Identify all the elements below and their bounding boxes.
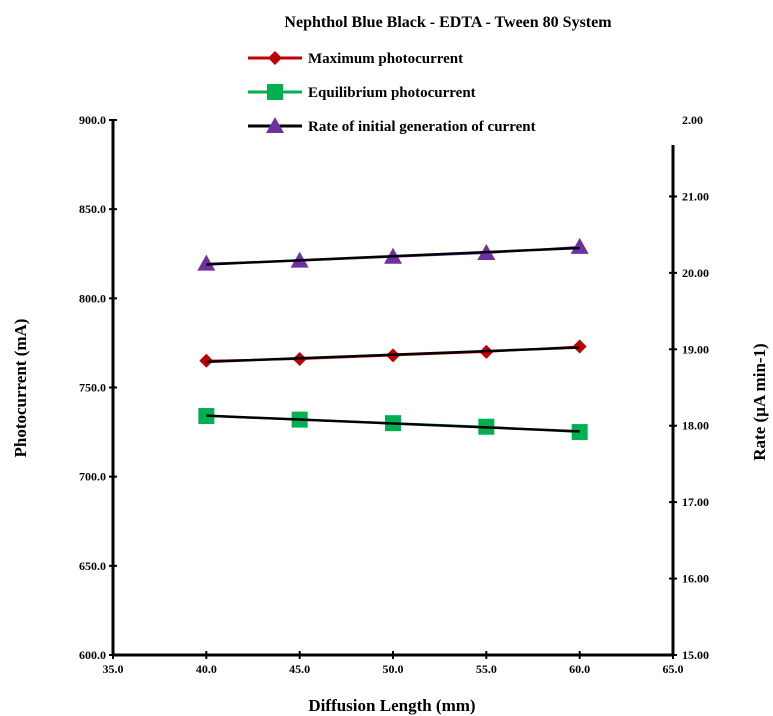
y-tick-label: 650.0 (79, 559, 106, 573)
y2-tick-label: 18.00 (682, 419, 709, 433)
x-axis-label: Diffusion Length (mm) (308, 696, 475, 715)
y-tick-label: 700.0 (79, 470, 106, 484)
trendline (206, 246, 580, 266)
x-tick-label: 55.0 (476, 662, 497, 676)
axes (111, 120, 675, 657)
y-tick-label: 600.0 (79, 648, 106, 662)
series-3 (197, 237, 589, 271)
x-tick-label: 65.0 (663, 662, 684, 676)
y-tick-label: 750.0 (79, 381, 106, 395)
chart-title: Nephthol Blue Black - EDTA - Tween 80 Sy… (284, 14, 612, 31)
x-tick-label: 60.0 (569, 662, 590, 676)
data-point (197, 254, 216, 271)
y2-axis-label: Rate (µA min-1) (750, 343, 769, 460)
series-1 (199, 339, 587, 368)
y-tick-label: 800.0 (79, 291, 106, 305)
x-tick-label: 40.0 (196, 662, 217, 676)
legend-marker (266, 117, 284, 133)
series-2 (198, 408, 588, 441)
legend-label: Equilibrium photocurrent (308, 85, 476, 101)
x-tick-label: 35.0 (103, 662, 124, 676)
y2-tick-label: 20.00 (682, 266, 709, 280)
data-point (571, 424, 588, 441)
legend-label: Maximum photocurrent (308, 51, 463, 67)
y2-tick-label: 21.00 (682, 189, 709, 203)
trendline (206, 346, 580, 364)
x-tick-label: 50.0 (383, 662, 404, 676)
legend-marker (267, 84, 283, 100)
legend: Maximum photocurrent Equilibrium photocur… (248, 51, 536, 135)
y-axis-label: Photocurrent (mA) (11, 319, 30, 458)
trendline (206, 414, 580, 433)
ticks: 600.0 650.0 700.0 750.0 800.0 850.0 900.0 15.00… (79, 113, 709, 676)
legend-label: Rate of initial generation of current (308, 119, 536, 135)
y2-tick-label: 17.00 (682, 495, 709, 509)
plot-area (197, 237, 589, 441)
legend-marker (268, 51, 282, 65)
data-point (570, 237, 589, 254)
legend-item: Equilibrium photocurrent (248, 84, 476, 101)
y-tick-label: 900.0 (79, 113, 106, 127)
legend-item: Rate of initial generation of current (248, 117, 536, 135)
legend-item: Maximum photocurrent (248, 51, 463, 67)
y2-tick-label: 15.00 (682, 648, 709, 662)
y-tick-label: 850.0 (79, 202, 106, 216)
y2-tick-label: 16.00 (682, 572, 709, 586)
y2-tick-label: 19.00 (682, 342, 709, 356)
y2-tick-label: 2.00 (682, 113, 703, 127)
data-point (572, 339, 587, 354)
x-tick-label: 45.0 (289, 662, 310, 676)
